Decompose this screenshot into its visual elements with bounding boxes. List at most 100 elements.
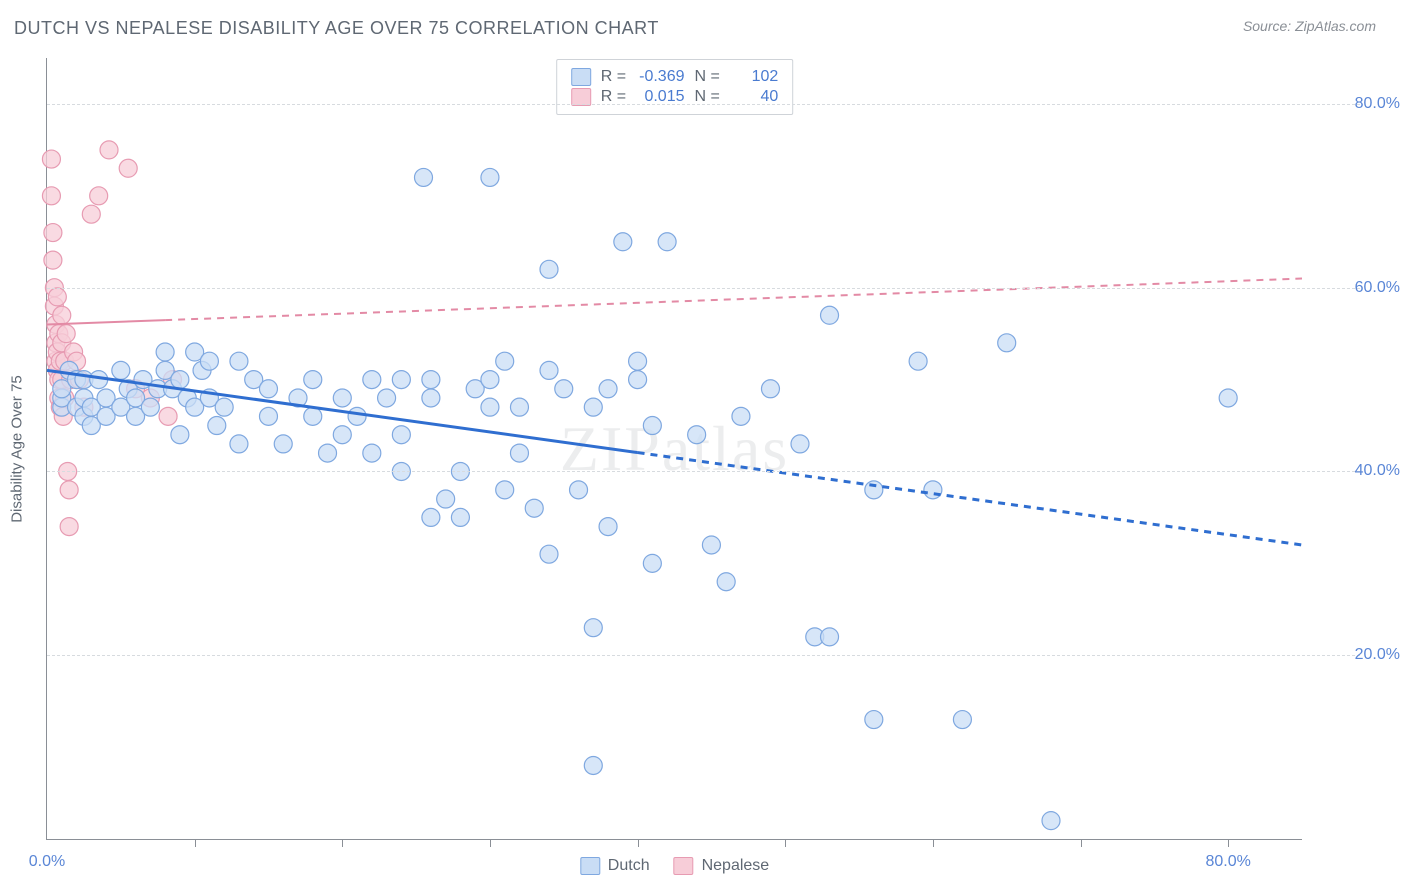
legend-swatch: [571, 68, 591, 86]
legend-series-label: Nepalese: [702, 857, 770, 875]
dutch-point: [415, 168, 433, 186]
dutch-point: [200, 352, 218, 370]
legend-series: Dutch Nepalese: [580, 857, 769, 875]
nepalese-point: [60, 518, 78, 536]
nepalese-point: [44, 224, 62, 242]
dutch-point: [717, 573, 735, 591]
dutch-point: [510, 398, 528, 416]
dutch-point: [304, 407, 322, 425]
header: DUTCH VS NEPALESE DISABILITY AGE OVER 75…: [0, 0, 1406, 39]
dutch-point: [924, 481, 942, 499]
dutch-point: [584, 619, 602, 637]
nepalese-point: [42, 150, 60, 168]
dutch-point: [584, 398, 602, 416]
dutch-point: [392, 371, 410, 389]
dutch-point: [909, 352, 927, 370]
legend-series-item: Dutch: [580, 857, 650, 875]
trend-dashed: [165, 279, 1302, 321]
dutch-point: [702, 536, 720, 554]
dutch-point: [629, 352, 647, 370]
dutch-point: [141, 398, 159, 416]
dutch-point: [422, 508, 440, 526]
dutch-point: [496, 481, 514, 499]
dutch-point: [658, 233, 676, 251]
dutch-point: [363, 444, 381, 462]
nepalese-point: [53, 306, 71, 324]
dutch-point: [791, 435, 809, 453]
dutch-point: [171, 426, 189, 444]
dutch-point: [319, 444, 337, 462]
legend-r: R = -0.369: [601, 68, 685, 86]
dutch-point: [599, 380, 617, 398]
dutch-point: [688, 426, 706, 444]
trend-dashed: [638, 453, 1302, 545]
dutch-point: [363, 371, 381, 389]
chart-title: DUTCH VS NEPALESE DISABILITY AGE OVER 75…: [14, 18, 659, 39]
dutch-point: [215, 398, 233, 416]
dutch-point: [599, 518, 617, 536]
dutch-point: [496, 352, 514, 370]
y-tick-label: 60.0%: [1355, 279, 1400, 297]
nepalese-point: [100, 141, 118, 159]
dutch-point: [230, 435, 248, 453]
dutch-point: [481, 371, 499, 389]
dutch-point: [510, 444, 528, 462]
dutch-point: [208, 417, 226, 435]
dutch-point: [481, 398, 499, 416]
x-axis-max-label: 80.0%: [1205, 853, 1250, 871]
dutch-point: [348, 407, 366, 425]
dutch-point: [333, 426, 351, 444]
legend-correlation-box: R = -0.369 N = 102 R = 0.015 N = 40: [556, 59, 794, 115]
dutch-point: [540, 545, 558, 563]
dutch-point: [998, 334, 1016, 352]
nepalese-point: [119, 159, 137, 177]
dutch-point: [230, 352, 248, 370]
legend-swatch: [674, 857, 694, 875]
dutch-point: [274, 435, 292, 453]
dutch-point: [865, 481, 883, 499]
dutch-point: [629, 371, 647, 389]
dutch-point: [1042, 812, 1060, 830]
legend-series-label: Dutch: [608, 857, 650, 875]
chart-plot-area: Disability Age Over 75 ZIPatlas R = -0.3…: [46, 58, 1302, 840]
dutch-point: [378, 389, 396, 407]
scatter-svg: [47, 58, 1302, 839]
nepalese-point: [90, 187, 108, 205]
source-attribution: Source: ZipAtlas.com: [1243, 18, 1376, 34]
dutch-point: [422, 371, 440, 389]
y-tick-label: 20.0%: [1355, 646, 1400, 664]
dutch-point: [422, 389, 440, 407]
dutch-point: [451, 508, 469, 526]
legend-series-item: Nepalese: [674, 857, 770, 875]
dutch-point: [584, 756, 602, 774]
dutch-point: [392, 426, 410, 444]
legend-swatch: [580, 857, 600, 875]
dutch-point: [1219, 389, 1237, 407]
dutch-point: [570, 481, 588, 499]
nepalese-point: [44, 251, 62, 269]
dutch-point: [821, 628, 839, 646]
y-axis-title: Disability Age Over 75: [9, 375, 26, 523]
dutch-point: [953, 711, 971, 729]
dutch-point: [732, 407, 750, 425]
nepalese-point: [60, 481, 78, 499]
x-axis-min-label: 0.0%: [29, 853, 65, 871]
y-tick-label: 80.0%: [1355, 95, 1400, 113]
dutch-point: [259, 380, 277, 398]
nepalese-point: [159, 407, 177, 425]
nepalese-point: [48, 288, 66, 306]
dutch-point: [643, 417, 661, 435]
dutch-point: [761, 380, 779, 398]
dutch-point: [112, 361, 130, 379]
dutch-point: [333, 389, 351, 407]
dutch-point: [821, 306, 839, 324]
dutch-point: [643, 554, 661, 572]
dutch-point: [540, 361, 558, 379]
dutch-point: [259, 407, 277, 425]
dutch-point: [614, 233, 632, 251]
dutch-point: [555, 380, 573, 398]
nepalese-point: [82, 205, 100, 223]
legend-n: N = 102: [695, 68, 779, 86]
nepalese-point: [57, 325, 75, 343]
dutch-point: [481, 168, 499, 186]
